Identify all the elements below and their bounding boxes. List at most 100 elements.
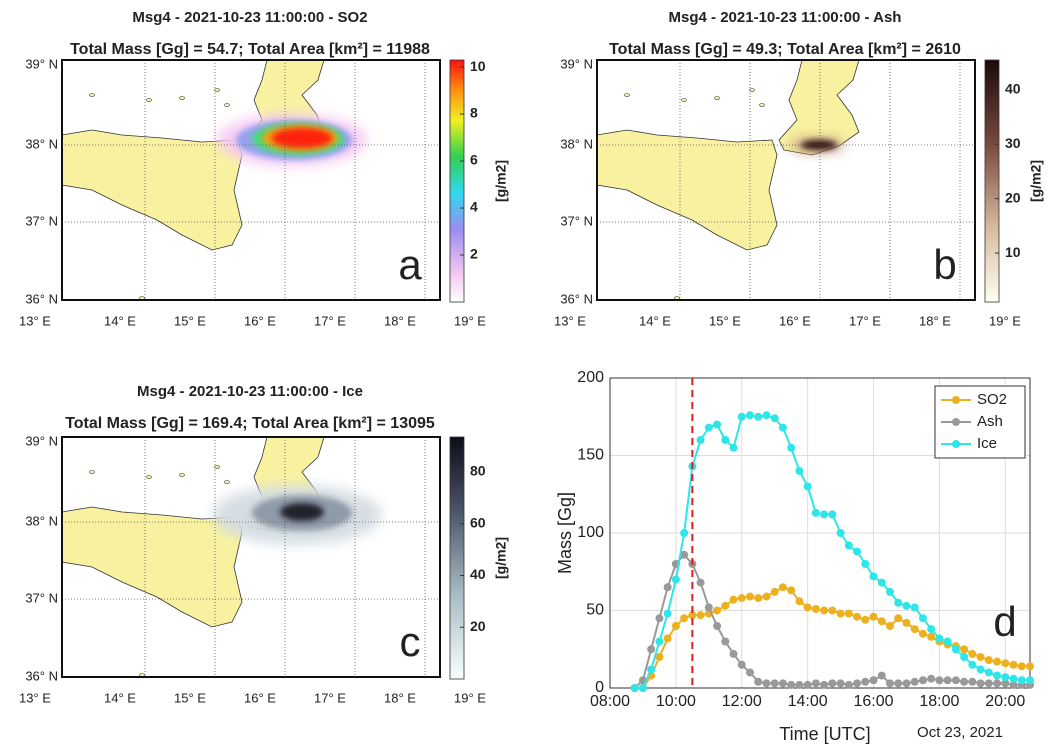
island — [749, 88, 755, 92]
data-point — [918, 676, 927, 685]
lon-label: 19° E — [989, 313, 1021, 328]
data-point — [663, 609, 672, 618]
data-point — [984, 668, 993, 677]
data-point — [877, 617, 886, 626]
island — [179, 96, 185, 100]
data-point — [647, 665, 656, 674]
data-point — [803, 603, 812, 612]
data-point — [927, 625, 936, 634]
data-point — [902, 601, 911, 610]
data-point — [778, 423, 787, 432]
data-point — [737, 412, 746, 421]
data-point — [910, 625, 919, 634]
data-point — [696, 578, 705, 587]
data-point — [688, 611, 697, 620]
colorbar-tick-label: 30 — [1005, 135, 1021, 151]
data-point — [746, 592, 754, 601]
data-point — [844, 609, 853, 618]
data-point — [638, 684, 647, 692]
data-point — [729, 443, 738, 452]
data-point — [655, 614, 664, 623]
lon-label: 17° E — [314, 690, 346, 705]
colorbar-label: [g/m2] — [493, 537, 509, 579]
legend-label: SO2 — [977, 391, 1007, 408]
data-point — [894, 598, 903, 607]
data-point — [746, 668, 754, 677]
lon-label: 17° E — [849, 313, 881, 328]
island — [624, 93, 630, 97]
data-point — [713, 622, 722, 630]
island — [214, 88, 220, 92]
lon-label: 15° E — [174, 313, 206, 328]
lat-label: 37° N — [25, 213, 58, 228]
plume — [272, 128, 332, 148]
colorbar — [449, 436, 465, 680]
data-point — [861, 677, 870, 686]
data-point — [853, 612, 862, 621]
data-point — [663, 583, 672, 592]
data-point — [910, 677, 919, 686]
colorbar — [984, 59, 1000, 303]
data-point — [927, 632, 936, 641]
data-point — [902, 679, 911, 688]
lon-label: 15° E — [174, 690, 206, 705]
data-point — [787, 443, 796, 452]
data-point — [803, 482, 812, 491]
date-note: Oct 23, 2021 — [917, 724, 1003, 741]
map-panel: Msg4 - 2021-10-23 11:00:00 - Ice Total Ma… — [19, 383, 509, 705]
data-point — [968, 660, 977, 669]
lon-label: 14° E — [639, 313, 671, 328]
data-point — [861, 615, 870, 624]
data-point — [680, 550, 689, 559]
x-axis-title: Time [UTC] — [779, 724, 870, 744]
data-point — [737, 594, 746, 603]
colorbar-label: [g/m2] — [493, 160, 509, 202]
colorbar-tick-label: 40 — [470, 566, 486, 582]
data-point — [1009, 674, 1018, 683]
map-frame — [61, 59, 441, 301]
data-point — [976, 653, 985, 661]
data-point — [729, 649, 738, 658]
lat-label: 36° N — [25, 668, 58, 683]
island — [146, 98, 152, 102]
lon-label: 18° E — [919, 313, 951, 328]
y-tick-label: 100 — [577, 524, 604, 541]
data-point — [1009, 680, 1018, 689]
y-tick-label: 50 — [586, 602, 604, 619]
data-point — [671, 575, 680, 584]
data-point — [869, 676, 878, 685]
data-point — [754, 412, 763, 421]
colorbar-tick-label: 2 — [470, 246, 478, 262]
lat-label: 39° N — [25, 433, 58, 448]
legend-label: Ice — [977, 435, 997, 452]
island — [179, 473, 185, 477]
data-point — [960, 653, 969, 661]
data-point — [671, 622, 680, 630]
data-point — [836, 679, 845, 688]
colorbar-tick-label: 6 — [470, 152, 478, 168]
data-point — [894, 679, 903, 688]
map-title: Msg4 - 2021-10-23 11:00:00 - Ice — [137, 383, 363, 400]
lon-label: 14° E — [104, 690, 136, 705]
data-point — [951, 676, 960, 685]
data-point — [795, 597, 804, 606]
island — [89, 93, 95, 97]
lon-label: 13° E — [554, 313, 586, 328]
lon-label: 15° E — [709, 313, 741, 328]
data-point — [746, 411, 754, 420]
data-point — [943, 676, 952, 685]
panel-letter: b — [933, 241, 956, 288]
data-point — [630, 684, 639, 692]
data-point — [680, 614, 689, 623]
data-point — [935, 676, 944, 685]
data-point — [877, 671, 886, 680]
island — [714, 96, 720, 100]
island — [214, 465, 220, 469]
data-point — [696, 436, 705, 444]
data-point — [729, 595, 738, 604]
x-tick-label: 16:00 — [854, 693, 894, 710]
data-point — [968, 677, 977, 686]
data-point — [993, 671, 1002, 680]
legend-swatch — [952, 440, 960, 448]
lon-label: 16° E — [779, 313, 811, 328]
